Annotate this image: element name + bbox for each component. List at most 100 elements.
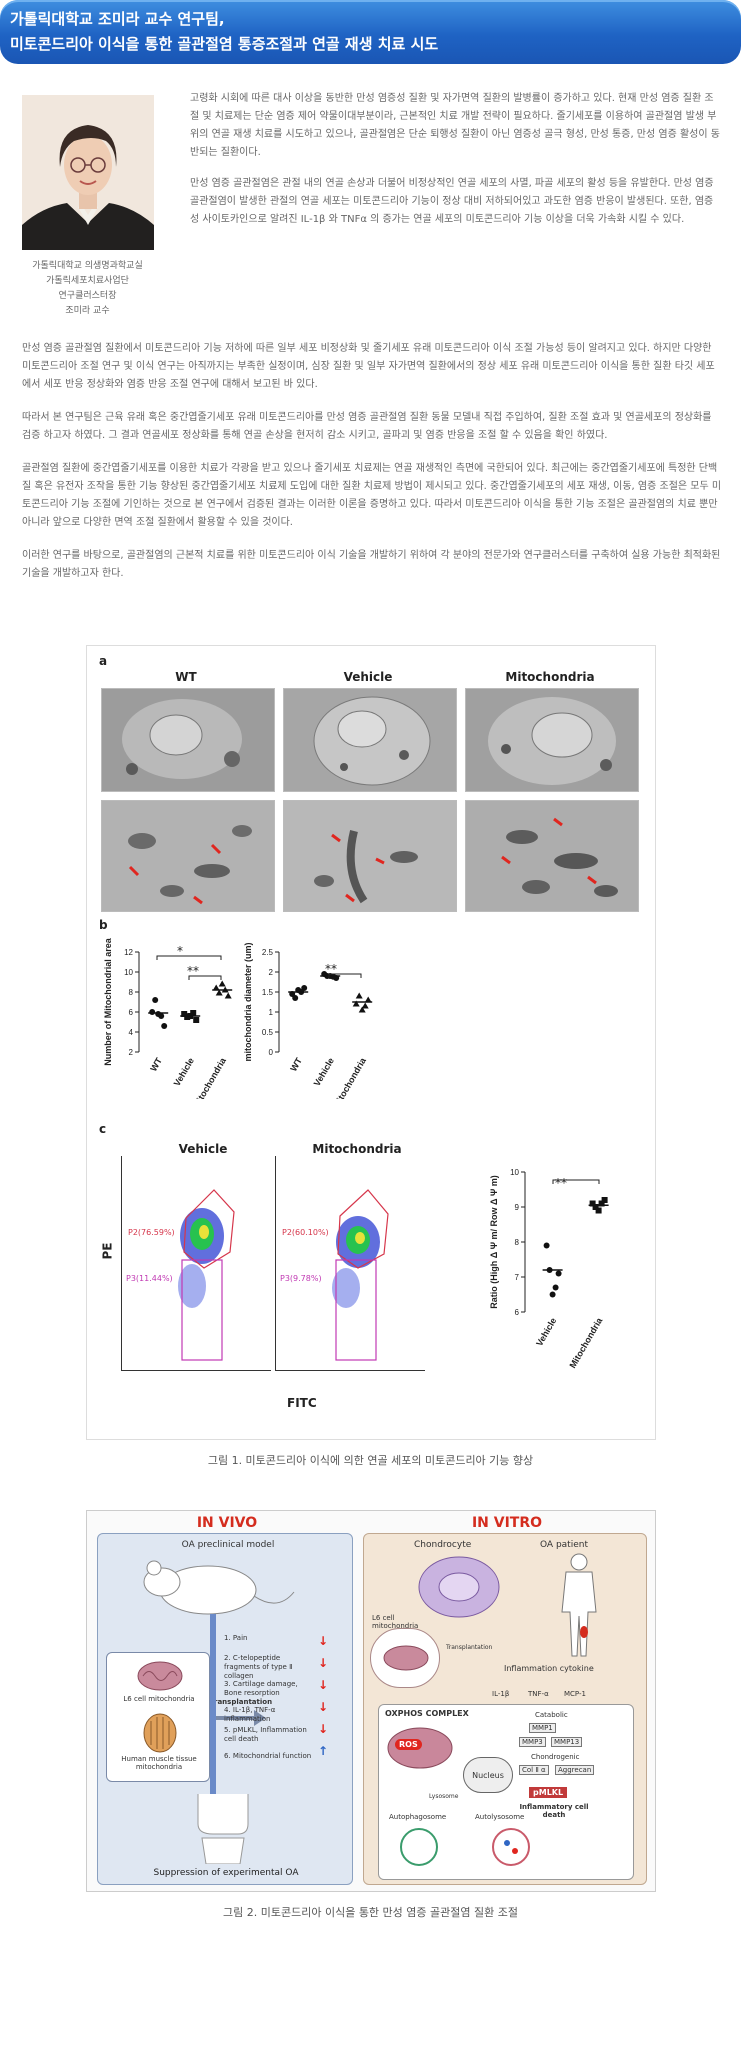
x-category-label: WT (288, 1056, 304, 1074)
em-image-mitochondria-high (465, 800, 639, 912)
inflammatory-death-label: Inflammatory cell death (519, 1803, 589, 1819)
data-point (355, 992, 363, 999)
y-tick-label: 1 (269, 1008, 274, 1017)
data-point (152, 997, 159, 1003)
up-arrow-icon: ↑ (318, 1744, 329, 1758)
y-tick-label: 2.5 (262, 948, 274, 957)
chondrogenic-label: Chondrogenic (531, 1753, 580, 1761)
data-point (352, 1000, 360, 1007)
l6-cell-mitochondria-circle (370, 1628, 440, 1688)
body-paragraph: 따라서 본 연구팀은 근육 유래 혹은 중간엽줄기세포 유래 미토콘드리아를 만… (22, 412, 712, 441)
column-title-mitochondria: Mitochondria (505, 670, 595, 684)
significance-b1-outer: * (177, 944, 183, 958)
x-category-label: Vehicle (172, 1056, 196, 1088)
in-vitro-title: IN VITRO (471, 1515, 543, 1531)
y-tick-label: 10 (510, 1168, 519, 1177)
chart-mitochondrial-area: 2 4 6 8 10 12 Number of Mitochondrial area WT Ve… (103, 937, 233, 1099)
y-axis-label: Ratio (High Δ Ψ m/ Row Δ Ψ m) (489, 1175, 499, 1309)
data-point (592, 1204, 599, 1210)
in-vitro-panel: Chondrocyte OA patient L6 cell mitochond… (363, 1533, 647, 1885)
pmlkl-label: pMLKL (529, 1787, 568, 1798)
title-line-1: 가톨릭대학교 조미라 교수 연구팀, (10, 10, 225, 28)
column-title-wt: WT (175, 670, 197, 684)
flow-title-mitochondria: Mitochondria (312, 1142, 402, 1156)
oxphos-label: OXPHOS COMPLEX (385, 1709, 469, 1718)
down-arrow-icon: ↓ (318, 1656, 329, 1670)
effect-item: 6. Mitochondrial function (224, 1752, 312, 1760)
y-tick-label: 8 (129, 988, 134, 997)
gate-p2-mitochondria: P2(60.10%) (282, 1228, 329, 1237)
body-paragraph: 골관절염 질환에 중간엽줄기세포를 이용한 치료가 각광을 받고 있으나 줄기세… (22, 463, 722, 528)
data-point (364, 996, 372, 1003)
mmp3-label: MMP3 (519, 1737, 546, 1747)
muscle-tissue-icon (143, 1713, 177, 1753)
human-muscle-label: Human muscle tissue mitochondria (121, 1755, 197, 1771)
data-point (589, 1200, 596, 1207)
y-tick-label: 1.5 (262, 988, 274, 997)
significance-bracket (552, 1179, 600, 1184)
patient-figure-icon (561, 1553, 597, 1657)
data-point (598, 1200, 605, 1207)
in-vivo-panel: OA preclinical model L6 cell mitochondri… (97, 1533, 353, 1885)
mechanism-box: OXPHOS COMPLEX ROS Nucleus Lysosome Auto… (378, 1704, 634, 1880)
effects-list: 1. Pain 2. C-telopeptide fragments of ty… (224, 1634, 316, 1772)
gate-p2-vehicle: P2(76.59%) (128, 1228, 175, 1237)
mmp13-label: MMP13 (551, 1737, 583, 1747)
chart-membrane-potential-ratio: 6 7 8 9 10 Ratio (High Δ Ψ m/ Row Δ Ψ m) Vehic… (489, 1168, 609, 1370)
y-tick-label: 9 (515, 1203, 520, 1212)
data-point (149, 1009, 156, 1015)
mitochondria-icon (383, 1645, 429, 1671)
data-point (549, 1291, 556, 1298)
chart-mitochondria-diameter: 0 0.5 1 1.5 2 2.5 mitochondria diameter (um) WT… (243, 942, 373, 1099)
data-point (218, 980, 226, 987)
l6-right-label: L6 cell mitochondria (372, 1614, 419, 1630)
inflammation-cytokine-label: Inflammation cytokine (504, 1664, 594, 1673)
x-category-label: Mitochondria (331, 1055, 368, 1099)
x-category-label: WT (148, 1056, 164, 1074)
intro-paragraph: 만성 염증 골관절염은 관절 내의 연골 손상과 더불어 비정상적인 연골 세포… (190, 178, 714, 225)
y-tick-label: 0.5 (262, 1028, 274, 1037)
mcp1-label: MCP-1 (564, 1690, 586, 1698)
data-point (358, 1006, 366, 1013)
down-arrow-icon: ↓ (318, 1722, 329, 1736)
gate-p3-vehicle: P3(11.44%) (126, 1274, 173, 1283)
data-point (161, 1023, 168, 1029)
y-tick-label: 2 (269, 968, 274, 977)
y-tick-label: 12 (124, 948, 133, 957)
title-line-2: 미토콘드리아 이식을 통한 골관절염 통증조절과 연골 재생 치료 시도 (10, 35, 439, 53)
knee-joint-icon (197, 1794, 249, 1864)
figure-1: a WT Vehicle Mitochondria b 2 4 6 8 10 12 Numb… (86, 645, 656, 1440)
data-point (215, 989, 223, 996)
nucleus-label: Nucleus (463, 1757, 513, 1793)
transplantation-right-label: Transplantation (446, 1644, 493, 1651)
aggrecan-label: Aggrecan (555, 1765, 595, 1775)
data-point (292, 995, 299, 1001)
oa-model-label: OA preclinical model (181, 1540, 275, 1550)
y-tick-label: 2 (129, 1048, 134, 1057)
down-arrow-icon: ↓ (318, 1634, 329, 1648)
data-point (601, 1197, 608, 1203)
mouse-icon (143, 1560, 295, 1615)
data-point (193, 1017, 200, 1023)
l6-mitochondria-label: L6 cell mitochondria (123, 1695, 195, 1703)
intro-text: 고령화 시회에 따른 대사 이상을 동반한 만성 염증성 질환 및 자가면역 질… (190, 90, 720, 229)
il1b-label: IL-1β (492, 1690, 510, 1698)
em-image-wt-low (101, 688, 275, 792)
professor-org: 가톨릭세포치료사업단 (46, 276, 129, 286)
down-arrow-icon: ↓ (318, 1700, 329, 1714)
transplantation-left-label: Transplantation (210, 1698, 273, 1706)
data-point (184, 1014, 191, 1020)
effect-item: 5. pMLKL, Inflammation cell death (224, 1726, 307, 1743)
data-point (212, 984, 220, 991)
significance-bracket (328, 973, 362, 978)
data-point (555, 1270, 562, 1277)
flow-title-vehicle: Vehicle (178, 1142, 228, 1156)
title-banner: 가톨릭대학교 조미라 교수 연구팀, 미토콘드리아 이식을 통한 골관절염 통증… (0, 0, 741, 64)
data-point (552, 1284, 559, 1291)
flow-cloud-mitochondria (332, 1216, 380, 1308)
significance-b1-inner: ** (187, 964, 199, 978)
significance-c: ** (555, 1176, 567, 1190)
mmp1-label: MMP1 (529, 1723, 556, 1733)
effect-item: 1. Pain (224, 1634, 248, 1642)
data-point (190, 1010, 197, 1016)
